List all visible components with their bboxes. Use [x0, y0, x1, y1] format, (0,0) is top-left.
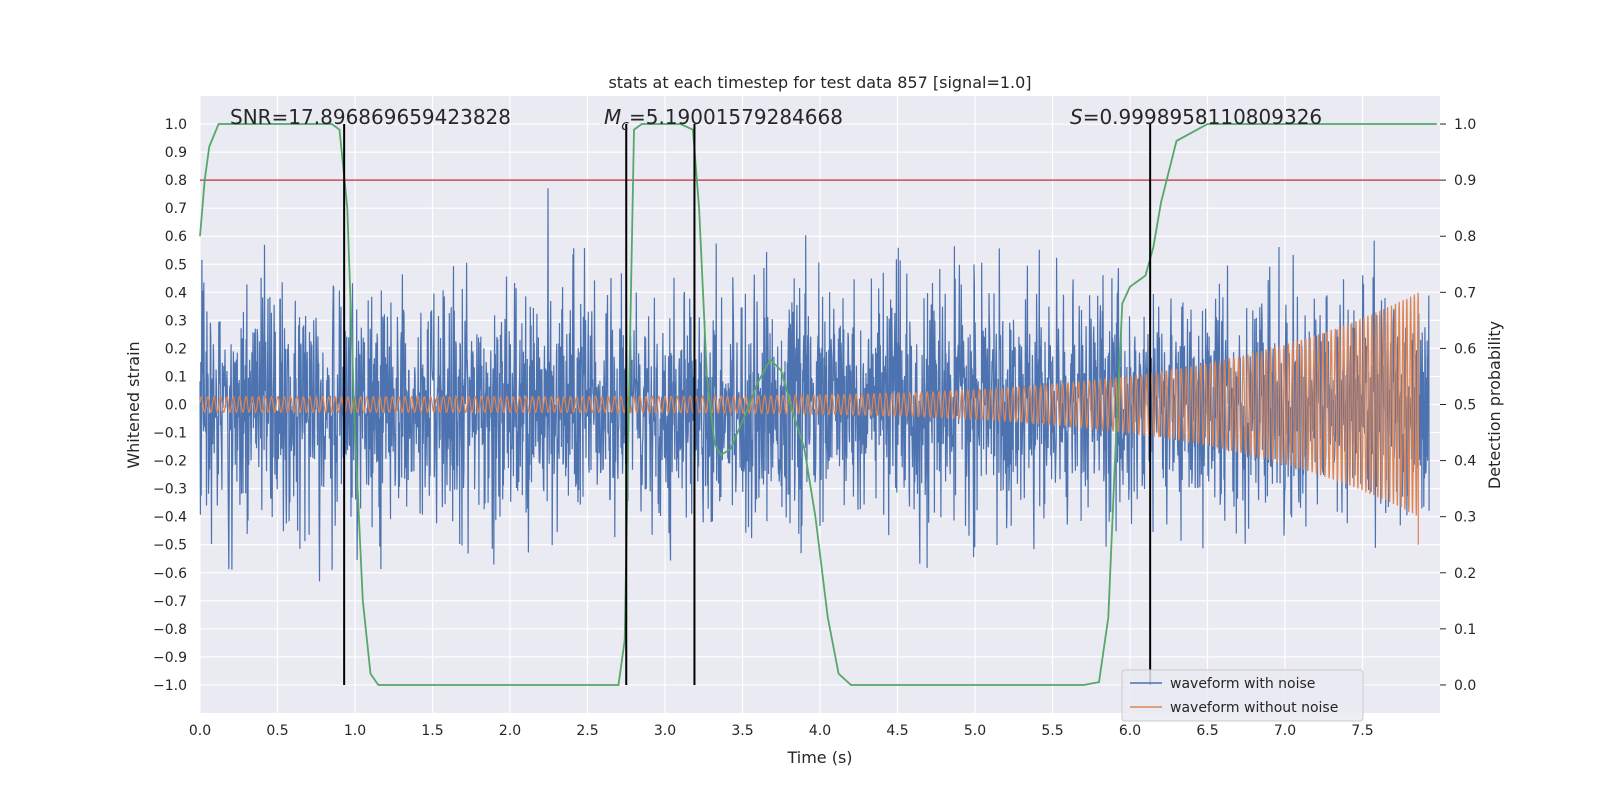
mc-annotation-value: =5.19001579284668 [629, 105, 843, 129]
x-tick-label: 4.5 [886, 723, 908, 739]
y-tick-label: 0.6 [165, 229, 187, 245]
x-tick-label: 3.0 [654, 723, 676, 739]
probability-line [199, 123, 1437, 686]
event-vlines [343, 124, 1152, 685]
legend-label-noise: waveform with noise [1170, 676, 1315, 692]
y-axis-ticks: −1.0 −0.9 −0.8 −0.7 −0.6 −0.5 −0.4 −0.3 −0.2 −0.1… [153, 117, 187, 694]
y2-tick-label: 1.0 [1454, 117, 1476, 133]
y-tick-label: −0.4 [153, 510, 187, 526]
y-tick-label: 0.4 [165, 285, 187, 301]
y2-tick-label: 0.7 [1454, 285, 1476, 301]
y-tick-label: −0.8 [153, 622, 187, 638]
y2-tick-label: 0.3 [1454, 510, 1476, 526]
y2-axis-label: Detection probability [1485, 321, 1504, 489]
y-tick-label: −0.3 [153, 482, 187, 498]
s-annotation: S=0.9998958110809326 [1070, 105, 1322, 129]
y2-tick-label: 0.0 [1454, 678, 1476, 694]
y2-tick-label: 0.8 [1454, 229, 1476, 245]
y2-tick-label: 0.2 [1454, 566, 1476, 582]
y2-tick-label: 0.6 [1454, 341, 1476, 357]
signal-waveform-line [199, 292, 1419, 545]
y-tick-label: 0.7 [165, 201, 187, 217]
y-tick-label: −0.6 [153, 566, 187, 582]
x-axis-label: Time (s) [786, 748, 852, 767]
signal-series [199, 292, 1419, 545]
mc-annotation-subscript: c [621, 118, 629, 134]
probability-series [199, 123, 1437, 686]
legend-box [1121, 669, 1364, 722]
y-tick-label: 0.2 [165, 341, 187, 357]
snr-annotation: SNR=17.896869659423828 [230, 105, 511, 129]
x-axis-ticks: 0.0 0.5 1.0 1.5 2.0 2.5 3.0 3.5 4.0 4.5 5.0 5.5 6.0 6… [189, 723, 1374, 739]
x-tick-label: 6.0 [1119, 723, 1141, 739]
y-axis-label: Whitened strain [124, 341, 143, 468]
x-tick-label: 0.0 [189, 723, 211, 739]
y-tick-label: 0.5 [165, 257, 187, 273]
x-tick-label: 5.5 [1041, 723, 1063, 739]
y-tick-label: 0.1 [165, 369, 187, 385]
x-tick-label: 2.5 [576, 723, 598, 739]
y-tick-label: 1.0 [165, 117, 187, 133]
y-tick-label: −0.7 [153, 594, 187, 610]
legend-label-signal: waveform without noise [1170, 700, 1338, 716]
noise-waveform-line [199, 188, 1430, 582]
y-tick-label: 0.9 [165, 145, 187, 161]
x-tick-label: 1.5 [421, 723, 443, 739]
x-tick-label: 5.0 [964, 723, 986, 739]
legend: waveform with noise waveform without noi… [1121, 669, 1364, 722]
y2-tick-label: 0.5 [1454, 398, 1476, 414]
s-annotation-value: =0.9998958110809326 [1083, 105, 1322, 129]
chart-title: stats at each timestep for test data 857… [608, 73, 1031, 92]
y2-axis-ticks: 0.0 0.1 0.2 0.3 0.4 0.5 0.6 0.7 0.8 0.9 1.0 [1440, 117, 1476, 694]
x-tick-label: 4.0 [809, 723, 831, 739]
mc-annotation: Mc=5.19001579284668 [604, 105, 843, 134]
noise-series [199, 188, 1430, 582]
y-tick-label: −0.2 [153, 454, 187, 470]
y-tick-label: −0.1 [153, 426, 187, 442]
y-tick-label: 0.8 [165, 173, 187, 189]
y-tick-label: −1.0 [153, 678, 187, 694]
y2-tick-label: 0.1 [1454, 622, 1476, 638]
x-tick-label: 1.0 [344, 723, 366, 739]
y-tick-label: 0.3 [165, 313, 187, 329]
y2-tick-label: 0.9 [1454, 173, 1476, 189]
y-tick-label: −0.9 [153, 650, 187, 666]
mc-annotation-symbol: M [604, 105, 621, 129]
x-tick-label: 7.5 [1351, 723, 1373, 739]
x-tick-label: 7.0 [1274, 723, 1296, 739]
y-tick-label: −0.5 [153, 538, 187, 554]
y-tick-label: 0.0 [165, 398, 187, 414]
s-annotation-symbol: S [1070, 105, 1083, 129]
y2-tick-label: 0.4 [1454, 454, 1476, 470]
x-tick-label: 6.5 [1196, 723, 1218, 739]
x-tick-label: 3.5 [731, 723, 753, 739]
x-tick-label: 0.5 [266, 723, 288, 739]
x-tick-label: 2.0 [499, 723, 521, 739]
